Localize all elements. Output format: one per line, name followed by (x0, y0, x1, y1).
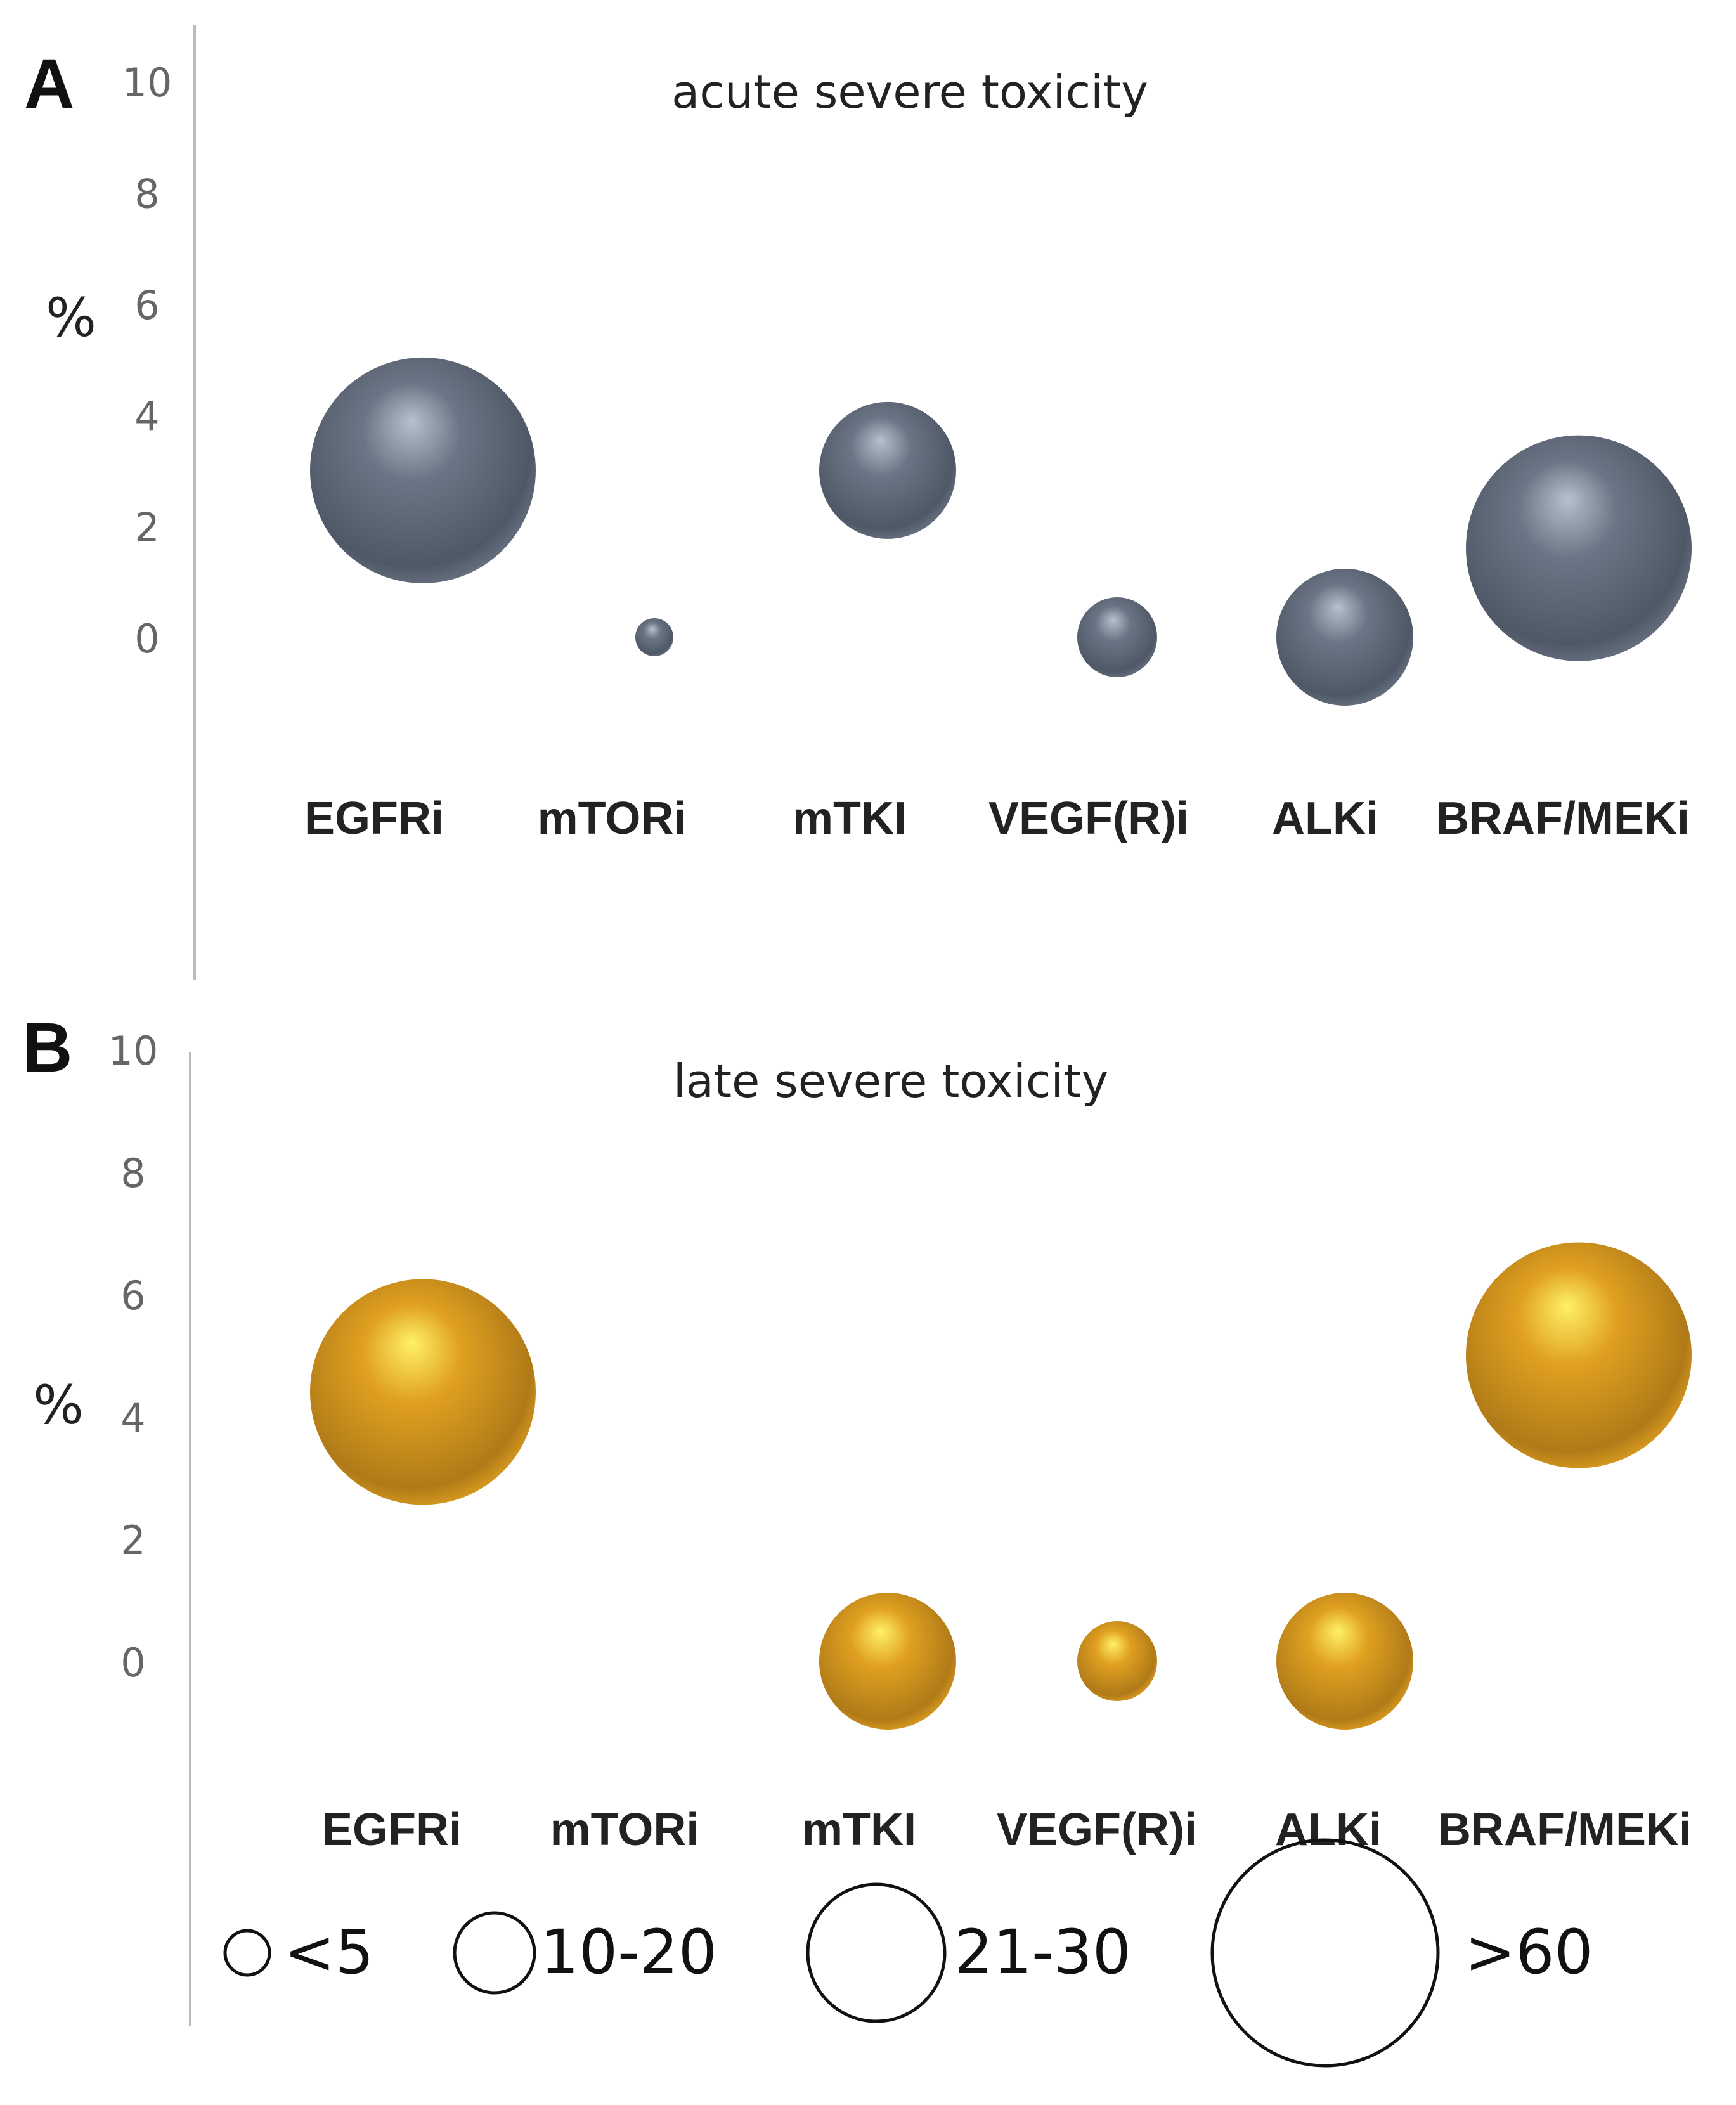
x-tick-label: VEGF(R)i (988, 793, 1189, 844)
bubble-point (635, 618, 673, 656)
y-tick-label: 2 (120, 1517, 145, 1564)
legend-label: <5 (284, 1917, 374, 1988)
x-tick-label: BRAF/MEKi (1438, 1804, 1692, 1855)
y-tick-label: 0 (134, 616, 159, 662)
legend-label: >60 (1465, 1917, 1593, 1988)
bubble-point (1276, 569, 1413, 706)
chart-title: acute severe toxicity (671, 65, 1148, 119)
x-tick-label: VEGF(R)i (997, 1804, 1197, 1855)
y-tick-label: 2 (134, 505, 159, 551)
y-tick-label: 10 (108, 1028, 159, 1074)
legend-size-circle (806, 1882, 947, 2023)
legend-label: 10-20 (540, 1917, 717, 1988)
legend-label: 21-30 (954, 1917, 1131, 1988)
legend-size-circle (1210, 1838, 1440, 2068)
y-tick-label: 10 (122, 60, 172, 106)
y-tick-label: 0 (120, 1640, 145, 1686)
y-tick-label: 8 (120, 1150, 145, 1196)
bubble-point (310, 357, 536, 583)
x-tick-label: ALKi (1272, 793, 1378, 844)
panel-label: B (22, 1009, 72, 1087)
x-tick-label: mTKI (793, 793, 907, 844)
bubble-point (819, 401, 956, 539)
x-tick-label: BRAF/MEKi (1436, 793, 1690, 844)
x-tick-label: mTORi (538, 793, 687, 844)
legend-size-circle (223, 1929, 271, 1977)
x-tick-label: EGFRi (304, 793, 444, 844)
bubble-point (1077, 1621, 1157, 1701)
x-tick-label: mTKI (802, 1804, 916, 1855)
y-axis-label: % (46, 287, 96, 349)
y-tick-label: 4 (134, 393, 159, 439)
x-tick-label: EGFRi (322, 1804, 462, 1855)
y-axis-label: % (33, 1374, 84, 1436)
bubble-point (819, 1593, 956, 1730)
y-tick-label: 6 (120, 1273, 145, 1319)
y-tick-label: 4 (120, 1395, 145, 1441)
bubble-point (1276, 1593, 1413, 1730)
bubble-point (1466, 435, 1692, 661)
bubble-point (1466, 1242, 1692, 1468)
legend-size-circle (453, 1911, 536, 1995)
bubble-point (1077, 597, 1157, 677)
y-tick-label: 6 (134, 282, 159, 328)
chart-title: late severe toxicity (673, 1054, 1109, 1108)
y-tick-label: 8 (134, 171, 159, 217)
panel-label: A (24, 45, 74, 123)
x-tick-label: mTORi (550, 1804, 699, 1855)
bubble-point (310, 1279, 536, 1505)
